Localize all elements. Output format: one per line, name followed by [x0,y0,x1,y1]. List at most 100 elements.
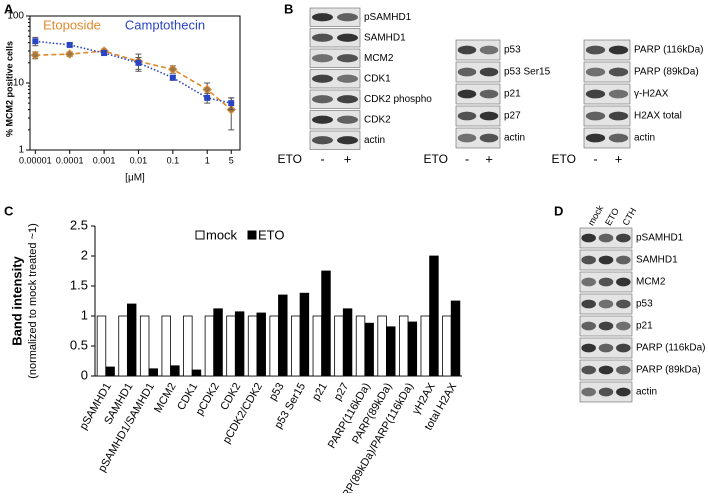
legend-entry: ETO [258,227,285,242]
bar [118,315,128,377]
blot-band [598,387,614,397]
blot-band [457,89,477,99]
bar [386,326,396,377]
bar [321,270,331,377]
band-label: p27 [504,111,521,122]
point [202,84,212,95]
band-label: PARP (116kDa) [634,45,703,56]
blot-band [457,133,477,143]
blot-band [616,299,631,309]
blot-band [581,321,596,331]
point [66,41,73,48]
blot-band [457,67,477,77]
band-label: p53 Ser15 [504,67,551,78]
bar [342,308,353,377]
bar [161,315,171,377]
x-tick-label: 1 [205,155,210,165]
y-tick-label: 1 [18,145,24,156]
band-label: PARP (89kDa) [634,67,699,78]
x-tick-label: 5 [229,155,234,165]
blot-strip [309,89,361,109]
legend-entry: Camptothecin [125,17,205,32]
blot-band [581,255,596,265]
x-tick-label: 0.0001 [56,155,84,165]
bar [364,322,374,377]
y-tick-label: 100 [7,11,24,22]
bar [407,321,418,377]
blot-band [312,54,333,63]
bar [247,315,258,377]
blot-strip [309,110,361,130]
point [135,59,142,66]
blot-band [312,74,333,83]
legend-entry: mock [206,227,238,242]
band-label: CDK1 [364,73,391,84]
lane-label: mock [586,203,606,227]
blot-band [616,233,631,243]
band-label: pSAMHD1 [636,233,684,244]
bar [226,315,236,377]
blot-band [608,67,629,77]
blot-strip [455,105,501,127]
blot-strip [309,7,361,27]
blot-band [585,133,606,143]
band-label: actin [504,133,525,144]
band-label: actin [364,135,385,146]
y-tick-label: 1 [81,307,88,322]
blot-strip [583,39,631,61]
band-label: CDK2 [364,114,391,125]
bar [213,308,223,377]
y-tick-label: 2.5 [70,217,88,232]
lane-label: + [485,151,493,166]
bar [170,365,180,377]
band-label: MCM2 [636,277,666,288]
treatment-label: ETO [424,152,448,166]
blot-band [598,343,614,353]
lane-label: CTH [620,206,638,227]
blot-band [616,343,631,353]
y-tick-label: 1.5 [70,277,88,292]
blot-band [312,136,333,145]
lane-label: - [465,151,469,166]
lane-label: + [615,151,623,166]
bar [234,311,245,377]
lane-label: ETO [603,206,621,227]
bar [334,315,344,377]
blot-band [581,299,596,309]
y-axis-sublabel: (normalized to mock treated ~1) [27,223,39,379]
blot-band [598,365,614,375]
blot-band [581,365,596,375]
blot-band [312,115,333,124]
blot-band [581,277,596,287]
x-tick-label: p53 [267,381,287,403]
blot-band [585,89,606,99]
blot-band [616,365,631,375]
bar [398,315,409,377]
blot-band [312,33,333,42]
blot-band [608,133,629,143]
blot-strip [309,69,361,89]
blot-band [581,233,596,243]
band-label: SAMHD1 [636,255,678,266]
y-axis-label: % MCM2 positive cells [4,41,14,137]
x-tick-label: 0.01 [130,155,148,165]
treatment-label: ETO [552,152,576,166]
blot-band [337,74,358,83]
blot-band [337,115,358,124]
bar [139,315,150,377]
x-tick-label: 0.00001 [19,155,52,165]
y-axis-label: Band intensity [9,255,24,345]
bar [278,294,288,377]
band-label: CDK2 phospho [364,94,432,105]
x-tick-label: 0.1 [167,155,180,165]
blot-band [585,67,606,77]
blot-strip [583,105,631,127]
blot-band [598,277,614,287]
bar [312,315,323,377]
blot-strip [583,83,631,105]
bar [420,315,431,377]
bar [204,315,215,377]
point [64,49,75,59]
blot-band [479,89,499,99]
